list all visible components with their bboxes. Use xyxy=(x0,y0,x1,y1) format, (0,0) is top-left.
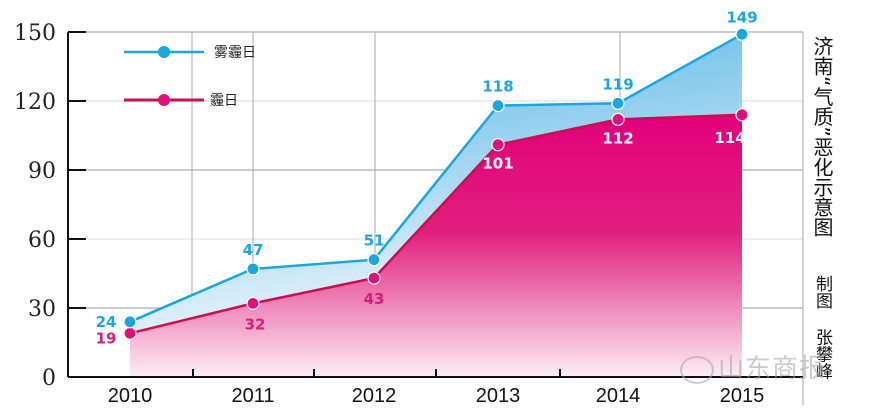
smog-line xyxy=(129,113,743,335)
legend-smog-marker-icon xyxy=(158,94,170,106)
smog-point xyxy=(367,271,381,285)
haze-value-label: 24 xyxy=(96,313,117,331)
smog-value-label: 19 xyxy=(96,329,117,347)
data-lines xyxy=(123,27,749,340)
smog-point xyxy=(123,326,137,340)
smog-point xyxy=(735,108,749,122)
haze-point xyxy=(611,96,625,110)
chart-title: 济南“气质”恶化示意图 xyxy=(810,36,834,237)
haze-point xyxy=(246,262,260,276)
haze-point xyxy=(491,98,505,113)
smog-point xyxy=(611,112,625,127)
y-tick-label: 60 xyxy=(28,228,56,253)
x-tick-label: 2011 xyxy=(231,385,274,407)
haze-line xyxy=(129,33,743,323)
watermark: 山东商报 xyxy=(680,348,826,385)
x-tick-label: 2014 xyxy=(596,385,641,407)
y-tick-label: 30 xyxy=(28,297,56,322)
haze-value-label: 149 xyxy=(726,8,757,26)
x-tick-label: 2010 xyxy=(108,385,153,407)
smog-value-label: 101 xyxy=(482,155,513,173)
axes: 0 30 60 90 120 150 2010 2011 2012 2013 2014 2015 xyxy=(14,21,803,407)
legend-item-smog: 霾日 xyxy=(124,93,238,109)
haze-point xyxy=(123,315,137,329)
haze-value-label: 118 xyxy=(482,78,513,96)
legend-label-haze: 雾霾日 xyxy=(214,45,256,61)
chart-credit: 制图 张攀峰 xyxy=(812,275,832,379)
smog-value-label: 114 xyxy=(714,129,745,147)
x-tick-label: 2013 xyxy=(476,385,521,407)
haze-point xyxy=(735,27,749,41)
credit-author: 张攀峰 xyxy=(812,328,832,380)
credit-label: 制图 xyxy=(812,275,832,309)
smog-value-label: 112 xyxy=(602,129,633,147)
haze-point xyxy=(367,253,381,267)
legend-item-haze: 雾霾日 xyxy=(124,45,256,61)
smog-area xyxy=(130,114,742,378)
y-tick-label: 90 xyxy=(28,159,56,184)
haze-value-label: 51 xyxy=(364,232,385,250)
smog-value-label: 32 xyxy=(245,315,266,333)
wechat-icon xyxy=(680,355,714,384)
legend: 雾霾日 霾日 xyxy=(124,45,256,109)
haze-value-label: 119 xyxy=(602,75,633,93)
y-tick-label: 0 xyxy=(42,366,56,391)
x-tick-label: 2015 xyxy=(720,385,765,407)
legend-label-smog: 霾日 xyxy=(210,93,238,109)
smog-point xyxy=(246,296,260,310)
haze-value-label: 47 xyxy=(243,241,264,259)
data-labels: 24 47 51 118 119 149 19 32 43 101 112 114 xyxy=(96,8,758,347)
x-tick-label: 2012 xyxy=(352,385,397,407)
watermark-text: 山东商报 xyxy=(718,354,827,384)
legend-haze-marker-icon xyxy=(158,46,170,58)
y-tick-label: 120 xyxy=(14,90,56,115)
smog-value-label: 43 xyxy=(364,290,385,308)
y-tick-label: 150 xyxy=(14,21,56,46)
smog-point xyxy=(491,138,505,152)
